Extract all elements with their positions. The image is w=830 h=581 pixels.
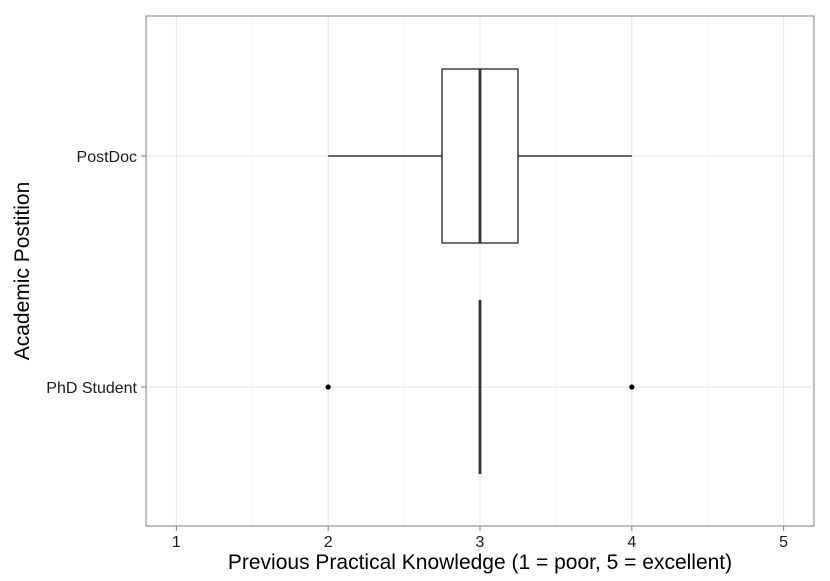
- x-tick-label: 2: [324, 534, 333, 551]
- outlier-point: [325, 384, 331, 390]
- box-postdoc: [328, 68, 632, 244]
- boxplot-series: [325, 68, 635, 474]
- x-tick-label: 4: [627, 534, 636, 551]
- outlier-point: [629, 384, 635, 390]
- y-tick-label: PhD Student: [46, 380, 137, 397]
- box-phd-student: [325, 300, 635, 474]
- x-tick-label: 1: [172, 534, 181, 551]
- x-axis-title: Previous Practical Knowledge (1 = poor, …: [228, 551, 732, 574]
- y-axis-title: Academic Postition: [11, 182, 34, 361]
- y-axis: PostDoc PhD Student: [46, 149, 146, 397]
- x-tick-label: 3: [476, 534, 485, 551]
- y-tick-label: PostDoc: [77, 149, 137, 166]
- x-axis: 1 2 3 4 5: [172, 526, 788, 551]
- x-tick-label: 5: [779, 534, 788, 551]
